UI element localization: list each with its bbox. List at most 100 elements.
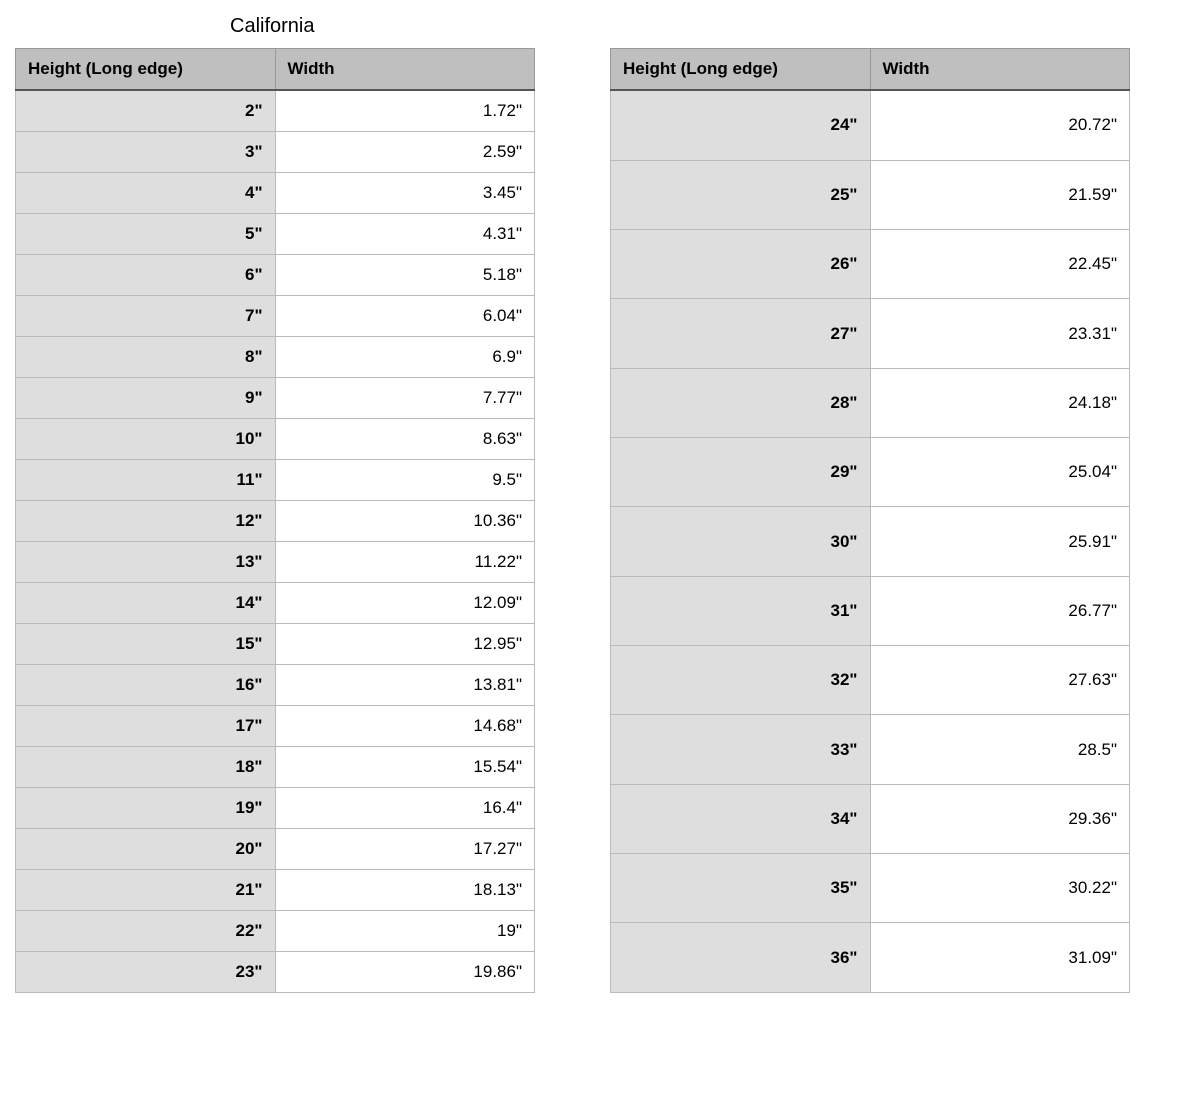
width-cell: 28.5" <box>870 715 1130 784</box>
table-row: 23"19.86" <box>16 952 535 993</box>
table-row: 22"19" <box>16 911 535 952</box>
table-row: 14"12.09" <box>16 583 535 624</box>
column-header-width: Width <box>275 49 535 91</box>
height-cell: 2" <box>16 90 276 132</box>
table-row: 26"22.45" <box>611 230 1130 299</box>
table-row: 30"25.91" <box>611 507 1130 576</box>
table-row: 31"26.77" <box>611 576 1130 645</box>
column-header-width: Width <box>870 49 1130 91</box>
height-cell: 14" <box>16 583 276 624</box>
table-row: 27"23.31" <box>611 299 1130 368</box>
height-cell: 27" <box>611 299 871 368</box>
width-cell: 11.22" <box>275 542 535 583</box>
height-cell: 34" <box>611 784 871 853</box>
width-cell: 5.18" <box>275 255 535 296</box>
width-cell: 17.27" <box>275 829 535 870</box>
height-cell: 19" <box>16 788 276 829</box>
width-cell: 16.4" <box>275 788 535 829</box>
table-row: 4"3.45" <box>16 173 535 214</box>
height-cell: 28" <box>611 368 871 437</box>
table-row: 34"29.36" <box>611 784 1130 853</box>
height-cell: 13" <box>16 542 276 583</box>
width-cell: 9.5" <box>275 460 535 501</box>
table-row: 3"2.59" <box>16 132 535 173</box>
table-row: 10"8.63" <box>16 419 535 460</box>
table-row: 25"21.59" <box>611 160 1130 229</box>
width-cell: 29.36" <box>870 784 1130 853</box>
tables-container: Height (Long edge) Width 2"1.72"3"2.59"4… <box>15 48 1169 993</box>
width-cell: 25.04" <box>870 438 1130 507</box>
width-cell: 26.77" <box>870 576 1130 645</box>
height-cell: 31" <box>611 576 871 645</box>
width-cell: 27.63" <box>870 646 1130 715</box>
table-row: 8"6.9" <box>16 337 535 378</box>
height-cell: 32" <box>611 646 871 715</box>
height-cell: 8" <box>16 337 276 378</box>
height-cell: 20" <box>16 829 276 870</box>
height-cell: 9" <box>16 378 276 419</box>
width-cell: 12.09" <box>275 583 535 624</box>
width-cell: 30.22" <box>870 854 1130 923</box>
table-row: 32"27.63" <box>611 646 1130 715</box>
table-row: 24"20.72" <box>611 90 1130 160</box>
width-cell: 31.09" <box>870 923 1130 993</box>
width-cell: 20.72" <box>870 90 1130 160</box>
table-row: 17"14.68" <box>16 706 535 747</box>
table-row: 18"15.54" <box>16 747 535 788</box>
table-header-row: Height (Long edge) Width <box>611 49 1130 91</box>
width-cell: 25.91" <box>870 507 1130 576</box>
width-cell: 3.45" <box>275 173 535 214</box>
height-cell: 26" <box>611 230 871 299</box>
height-cell: 7" <box>16 296 276 337</box>
width-cell: 12.95" <box>275 624 535 665</box>
width-cell: 4.31" <box>275 214 535 255</box>
height-cell: 29" <box>611 438 871 507</box>
width-cell: 14.68" <box>275 706 535 747</box>
table-row: 2"1.72" <box>16 90 535 132</box>
table-row: 28"24.18" <box>611 368 1130 437</box>
table-row: 20"17.27" <box>16 829 535 870</box>
height-cell: 24" <box>611 90 871 160</box>
height-cell: 12" <box>16 501 276 542</box>
width-cell: 22.45" <box>870 230 1130 299</box>
table-row: 11"9.5" <box>16 460 535 501</box>
height-cell: 30" <box>611 507 871 576</box>
width-cell: 23.31" <box>870 299 1130 368</box>
table-row: 5"4.31" <box>16 214 535 255</box>
width-cell: 15.54" <box>275 747 535 788</box>
height-cell: 21" <box>16 870 276 911</box>
table-row: 33"28.5" <box>611 715 1130 784</box>
height-cell: 16" <box>16 665 276 706</box>
width-cell: 7.77" <box>275 378 535 419</box>
height-cell: 36" <box>611 923 871 993</box>
width-cell: 19.86" <box>275 952 535 993</box>
table-header-row: Height (Long edge) Width <box>16 49 535 91</box>
table-row: 9"7.77" <box>16 378 535 419</box>
width-cell: 21.59" <box>870 160 1130 229</box>
height-cell: 5" <box>16 214 276 255</box>
table-row: 21"18.13" <box>16 870 535 911</box>
height-cell: 23" <box>16 952 276 993</box>
table-row: 29"25.04" <box>611 438 1130 507</box>
height-cell: 6" <box>16 255 276 296</box>
dimensions-table-1: Height (Long edge) Width 2"1.72"3"2.59"4… <box>15 48 535 993</box>
table-row: 12"10.36" <box>16 501 535 542</box>
table-row: 7"6.04" <box>16 296 535 337</box>
table-row: 6"5.18" <box>16 255 535 296</box>
width-cell: 13.81" <box>275 665 535 706</box>
width-cell: 24.18" <box>870 368 1130 437</box>
height-cell: 3" <box>16 132 276 173</box>
width-cell: 19" <box>275 911 535 952</box>
height-cell: 17" <box>16 706 276 747</box>
width-cell: 6.9" <box>275 337 535 378</box>
height-cell: 22" <box>16 911 276 952</box>
height-cell: 4" <box>16 173 276 214</box>
height-cell: 15" <box>16 624 276 665</box>
column-header-height: Height (Long edge) <box>16 49 276 91</box>
height-cell: 10" <box>16 419 276 460</box>
height-cell: 18" <box>16 747 276 788</box>
height-cell: 33" <box>611 715 871 784</box>
width-cell: 8.63" <box>275 419 535 460</box>
page-title: California <box>230 15 1169 38</box>
table-row: 15"12.95" <box>16 624 535 665</box>
